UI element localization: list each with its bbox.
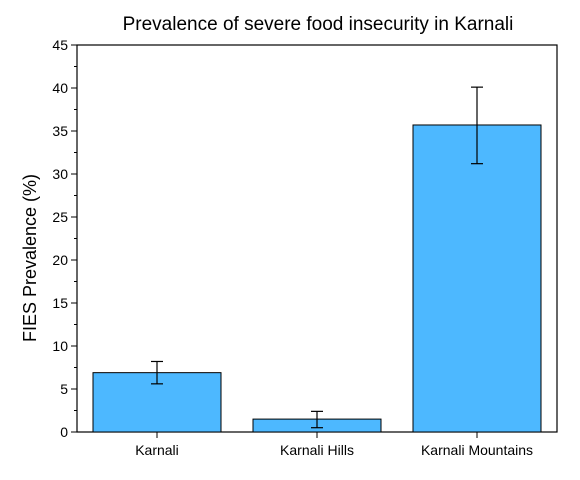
y-tick-label: 10 bbox=[52, 338, 68, 354]
y-tick-label: 25 bbox=[52, 209, 68, 225]
chart-title: Prevalence of severe food insecurity in … bbox=[123, 14, 514, 35]
y-tick-label: 5 bbox=[60, 381, 68, 397]
y-tick-label: 35 bbox=[52, 123, 68, 139]
y-tick-label: 45 bbox=[52, 37, 68, 53]
y-tick-label: 20 bbox=[52, 252, 68, 268]
y-axis-label: FIES Prevalence (%) bbox=[20, 174, 40, 342]
y-tick-label: 40 bbox=[52, 80, 68, 96]
bar-karnali-mountains bbox=[412, 124, 542, 433]
y-tick-label: 15 bbox=[52, 295, 68, 311]
x-tick-label: Karnali Hills bbox=[280, 442, 354, 458]
y-tick-label: 30 bbox=[52, 166, 68, 182]
x-tick-label: Karnali Mountains bbox=[421, 442, 533, 458]
y-tick-label: 0 bbox=[60, 424, 68, 440]
x-tick-label: Karnali bbox=[135, 442, 179, 458]
plot-area: 0 5 10 15 20 25 30 35 40 45 Karnali Karnali Hills Ka… bbox=[52, 37, 558, 458]
